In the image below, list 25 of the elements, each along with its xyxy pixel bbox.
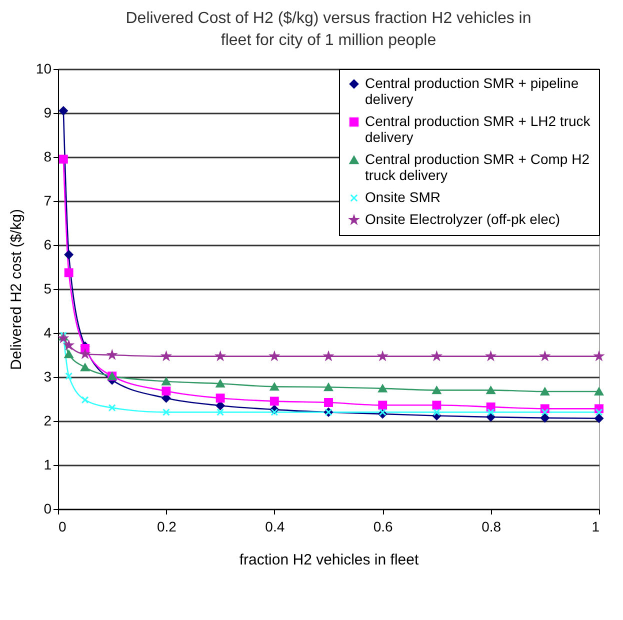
y-tick-label: 7 bbox=[44, 192, 52, 208]
y-axis-title: Delivered H2 cost ($/kg) bbox=[8, 209, 25, 370]
chart-title: Delivered Cost of H2 ($/kg) versus fraction H2 vehicles in fleet for city of 1 million people bbox=[126, 10, 532, 49]
y-tick-label: 8 bbox=[44, 148, 52, 164]
y-tick-label: 0 bbox=[44, 500, 52, 516]
y-tick-label: 4 bbox=[44, 324, 52, 340]
legend-label: Central production SMR + Comp H2 truck delivery bbox=[365, 151, 590, 183]
y-tick-label: 2 bbox=[44, 412, 52, 428]
x-tick-label: 0.8 bbox=[482, 518, 502, 534]
x-tick-label: 0.6 bbox=[373, 518, 394, 534]
y-tick-label: 5 bbox=[44, 280, 52, 296]
x-tick-label: 0 bbox=[58, 518, 66, 534]
x-tick-label: 0.4 bbox=[265, 518, 285, 534]
x-tick-label: 0.2 bbox=[156, 518, 177, 534]
legend-label: Onsite SMR bbox=[365, 189, 440, 205]
y-tick-label: 10 bbox=[36, 60, 52, 76]
legend-label: Onsite Electrolyzer (off-pk elec) bbox=[365, 211, 560, 227]
legend-label: Central production SMR + LH2 truck delivery bbox=[365, 113, 592, 145]
y-tick-label: 9 bbox=[44, 104, 52, 120]
x-tick-label: 1 bbox=[592, 518, 600, 534]
y-tick-label: 6 bbox=[44, 236, 52, 252]
y-tick-label: 3 bbox=[44, 368, 52, 384]
y-tick-label: 1 bbox=[44, 456, 52, 472]
legend-label: Central production SMR + pipeline delivery bbox=[365, 75, 579, 107]
x-axis-title: fraction H2 vehicles in fleet bbox=[239, 552, 420, 568]
